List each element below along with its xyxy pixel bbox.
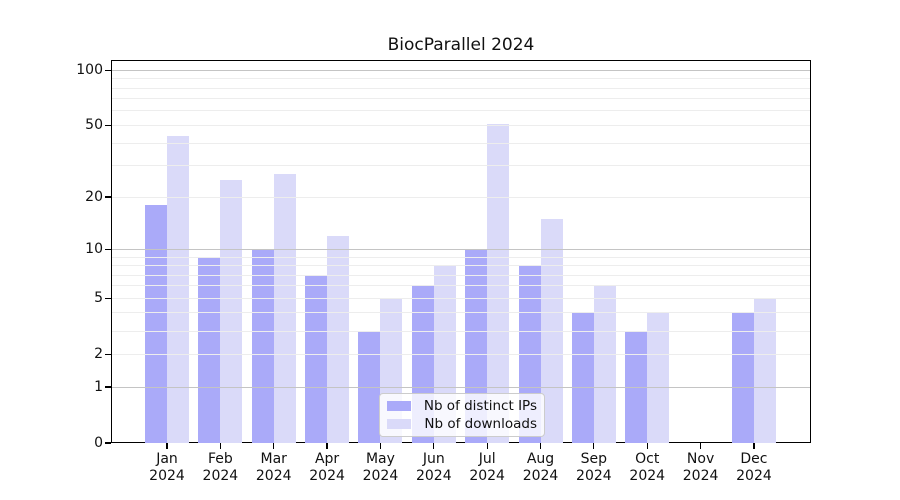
x-tick-label-oct: Oct 2024 [629,451,666,484]
bar-jan-distinct-ips [145,205,167,443]
gridline-80 [112,87,810,89]
bar-apr-distinct-ips [305,275,328,443]
y-tick-label-20: 20 [85,189,103,206]
legend-label-distinct-ips: Nb of distinct IPs [423,398,537,415]
x-tick-mark-jan [166,443,168,449]
gridline-70 [112,98,810,100]
y-tick-mark-2 [105,353,111,355]
gridline-100 [112,69,810,71]
x-tick-mark-jul [486,443,488,449]
x-tick-label-jun: Jun 2024 [415,451,452,484]
y-tick-label-5: 5 [94,290,103,307]
gridline-2 [112,353,810,355]
gridline-5 [112,297,810,299]
x-tick-label-aug: Aug 2024 [522,451,559,484]
bar-apr-downloads [327,235,350,443]
x-tick-mark-sep [593,443,595,449]
legend-row-downloads: Nb of downloads [387,416,537,432]
gridline-7 [112,274,810,276]
y-tick-mark-100 [105,69,111,71]
bar-feb-downloads [220,179,243,443]
x-tick-mark-jun [433,443,435,449]
bar-sep-distinct-ips [571,312,594,443]
x-tick-label-jul: Jul 2024 [469,451,505,484]
x-tick-label-feb: Feb 2024 [202,451,239,484]
y-tick-mark-1 [105,386,111,388]
y-tick-label-100: 100 [76,62,103,79]
bar-oct-downloads [647,312,670,443]
y-tick-label-50: 50 [85,117,103,134]
x-tick-mark-nov [700,443,702,449]
gridline-3 [112,330,810,332]
x-tick-mark-dec [753,443,755,449]
gridline-40 [112,142,810,144]
x-tick-mark-feb [219,443,221,449]
legend-label-downloads: Nb of downloads [424,415,537,432]
bar-dec-downloads [753,298,776,443]
y-tick-label-2: 2 [94,346,103,363]
gridline-60 [112,110,810,112]
y-tick-label-10: 10 [85,241,103,258]
y-tick-mark-20 [105,196,111,198]
bar-mar-distinct-ips [251,249,274,443]
y-tick-mark-0 [105,442,111,444]
gridline-50 [112,124,810,126]
bar-jan-downloads [167,135,189,443]
bar-mar-downloads [273,173,296,443]
gridline-90 [112,78,810,80]
bar-sep-downloads [593,285,616,443]
legend-row-distinct-ips: Nb of distinct IPs [387,398,537,414]
legend-swatch-distinct-ips [387,401,411,412]
y-tick-mark-50 [105,124,111,126]
x-tick-label-nov: Nov 2024 [682,451,719,484]
bar-feb-distinct-ips [198,257,221,443]
gridline-1 [112,386,810,388]
x-tick-label-may: May 2024 [362,451,399,484]
gridline-6 [112,285,810,287]
y-tick-mark-5 [105,297,111,299]
x-tick-mark-oct [646,443,648,449]
legend: Nb of distinct IPs Nb of downloads [379,393,545,437]
chart-title: BiocParallel 2024 [387,35,535,55]
x-tick-mark-aug [539,443,542,449]
gridline-20 [112,196,810,198]
bar-jul-downloads [487,123,510,443]
gridline-8 [112,265,810,266]
y-tick-mark-10 [105,248,111,250]
gridline-10 [112,248,810,250]
x-tick-mark-apr [326,443,328,449]
x-tick-label-mar: Mar 2024 [255,451,292,484]
gridline-4 [112,312,810,314]
gridline-9 [112,256,810,258]
bar-dec-distinct-ips [731,312,754,443]
gridline-30 [112,165,810,167]
x-tick-label-dec: Dec 2024 [736,451,772,484]
x-tick-label-apr: Apr 2024 [309,451,345,484]
x-tick-mark-mar [273,443,275,449]
x-tick-mark-may [379,443,382,449]
y-tick-label-1: 1 [94,379,103,395]
y-tick-label-0: 0 [94,435,103,451]
legend-swatch-downloads [387,418,411,429]
x-tick-label-jan: Jan 2024 [149,451,185,484]
x-tick-label-sep: Sep 2024 [576,451,612,484]
